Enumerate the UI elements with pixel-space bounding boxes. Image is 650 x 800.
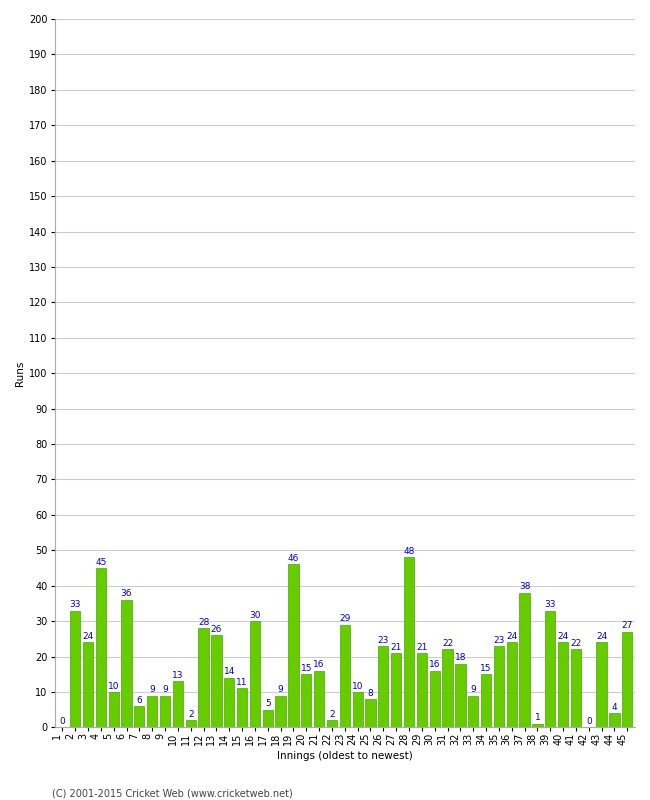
Bar [571,650,581,727]
Bar [250,621,260,727]
Bar [147,695,157,727]
Text: 24: 24 [506,632,517,641]
Bar [198,628,209,727]
Bar [327,720,337,727]
Text: 38: 38 [519,582,530,591]
Text: 16: 16 [313,660,325,670]
Bar [352,692,363,727]
Bar [83,642,93,727]
Text: 29: 29 [339,614,350,623]
Text: 36: 36 [121,590,132,598]
Text: 24: 24 [83,632,94,641]
Bar [224,678,235,727]
Bar [481,674,491,727]
Bar [455,664,465,727]
Text: (C) 2001-2015 Cricket Web (www.cricketweb.net): (C) 2001-2015 Cricket Web (www.cricketwe… [52,788,292,798]
Text: 46: 46 [288,554,299,563]
Bar [263,710,273,727]
Bar [70,610,81,727]
Bar [289,565,298,727]
Text: 16: 16 [429,660,441,670]
Text: 2: 2 [329,710,335,719]
Text: 4: 4 [612,703,618,712]
Bar [173,682,183,727]
Text: 23: 23 [493,635,504,645]
Bar [597,642,606,727]
Text: 10: 10 [352,682,363,690]
Text: 11: 11 [237,678,248,687]
Y-axis label: Runs: Runs [15,361,25,386]
Bar [211,635,222,727]
Bar [391,653,401,727]
Text: 0: 0 [586,717,592,726]
Bar [301,674,311,727]
Text: 13: 13 [172,671,184,680]
Bar [122,600,132,727]
Bar [468,695,478,727]
Bar [109,692,119,727]
Bar [506,642,517,727]
Bar [365,699,376,727]
Text: 5: 5 [265,699,270,708]
Bar [558,642,568,727]
Text: 22: 22 [442,639,453,648]
Bar [609,714,619,727]
Bar [532,724,543,727]
Text: 14: 14 [224,667,235,676]
Bar [443,650,452,727]
Bar [134,706,144,727]
Text: 33: 33 [70,600,81,609]
Text: 15: 15 [480,664,492,673]
Text: 2: 2 [188,710,194,719]
Text: 24: 24 [596,632,607,641]
Text: 0: 0 [59,717,65,726]
Text: 28: 28 [198,618,209,626]
Text: 1: 1 [534,714,540,722]
Bar [378,646,389,727]
Bar [160,695,170,727]
Bar [430,670,440,727]
Text: 26: 26 [211,625,222,634]
Text: 24: 24 [558,632,569,641]
X-axis label: Innings (oldest to newest): Innings (oldest to newest) [277,751,413,761]
Text: 21: 21 [391,642,402,651]
Text: 15: 15 [300,664,312,673]
Text: 27: 27 [621,622,633,630]
Bar [545,610,555,727]
Bar [96,568,106,727]
Text: 33: 33 [545,600,556,609]
Text: 21: 21 [416,642,428,651]
Text: 10: 10 [108,682,120,690]
Bar [417,653,427,727]
Bar [314,670,324,727]
Bar [237,689,247,727]
Text: 9: 9 [162,685,168,694]
Text: 22: 22 [570,639,582,648]
Bar [276,695,286,727]
Text: 30: 30 [249,610,261,620]
Text: 6: 6 [136,696,142,705]
Bar [186,720,196,727]
Text: 9: 9 [471,685,476,694]
Bar [340,625,350,727]
Text: 9: 9 [150,685,155,694]
Bar [519,593,530,727]
Text: 18: 18 [454,654,466,662]
Text: 23: 23 [378,635,389,645]
Text: 9: 9 [278,685,283,694]
Text: 48: 48 [403,547,415,556]
Bar [404,558,414,727]
Bar [622,632,632,727]
Text: 8: 8 [368,689,373,698]
Text: 45: 45 [95,558,107,566]
Bar [494,646,504,727]
